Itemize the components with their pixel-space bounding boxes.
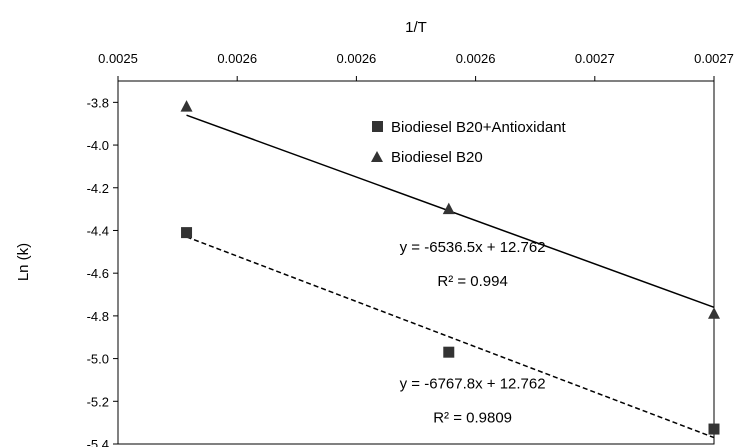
legend-marker-square xyxy=(372,121,383,132)
y-tick-label: -3.8 xyxy=(87,95,109,110)
x-tick-label: 0.0027 xyxy=(575,51,615,66)
r-squared-label: R² = 0.9809 xyxy=(433,410,512,427)
x-tick-label: 0.0025 xyxy=(98,51,138,66)
legend-label-antioxidant: Biodiesel B20+Antioxidant xyxy=(391,119,567,136)
y-tick-label: -4.8 xyxy=(87,309,109,324)
y-tick-label: -5.4 xyxy=(87,437,109,447)
r-squared-label: R² = 0.994 xyxy=(437,273,507,290)
plot-frame xyxy=(117,80,715,445)
x-axis-ticks: 0.0025 0.0026 0.0026 0.0026 0.0027 0.0027 xyxy=(98,51,734,81)
y-axis-ticks: -5.4 -5.2 -5.0 -4.8 -4.6 -4.4 -4.2 -4.0 -3.8 xyxy=(87,95,118,447)
y-axis-title: Ln (k) xyxy=(15,243,32,281)
y-tick-label: -5.2 xyxy=(87,394,109,409)
legend-label-b20: Biodiesel B20 xyxy=(391,149,483,166)
data-point-triangle xyxy=(180,100,193,112)
trendline-equations: y = -6536.5x + 12.762 R² = 0.994 y = -6767… xyxy=(400,239,546,427)
y-tick-label: -5.0 xyxy=(87,352,109,367)
x-tick-label: 0.0026 xyxy=(456,51,496,66)
data-point-square xyxy=(181,227,193,239)
data-point-triangle xyxy=(708,307,720,319)
trendline-equation-label: y = -6767.8x + 12.762 xyxy=(400,375,546,392)
data-point-square xyxy=(443,346,455,358)
y-tick-label: -4.4 xyxy=(87,223,109,238)
x-tick-label: 0.0026 xyxy=(337,51,377,66)
data-markers xyxy=(180,100,720,435)
data-point-triangle xyxy=(442,202,455,215)
legend: Biodiesel B20+Antioxidant Biodiesel B20 xyxy=(371,119,567,166)
y-tick-label: -4.6 xyxy=(87,266,109,281)
x-tick-label: 0.0027 xyxy=(694,51,734,66)
trendline-equation-label: y = -6536.5x + 12.762 xyxy=(400,239,546,256)
x-tick-label: 0.0026 xyxy=(217,51,257,66)
y-tick-label: -4.2 xyxy=(87,181,109,196)
data-point-square xyxy=(708,423,720,435)
y-tick-label: -4.0 xyxy=(87,138,109,153)
trendline-square xyxy=(186,236,715,439)
legend-marker-triangle xyxy=(371,151,383,162)
x-axis-title: 1/T xyxy=(405,19,427,36)
